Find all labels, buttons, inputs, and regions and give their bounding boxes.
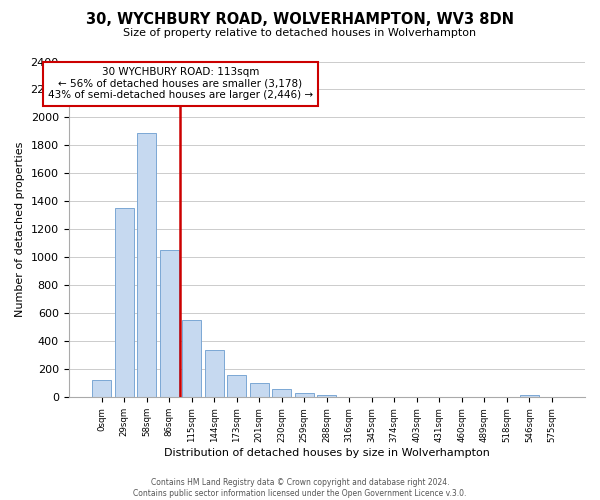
Bar bbox=[272, 389, 291, 398]
Y-axis label: Number of detached properties: Number of detached properties bbox=[15, 142, 25, 317]
Bar bbox=[362, 396, 382, 398]
Bar bbox=[182, 320, 201, 398]
Text: Size of property relative to detached houses in Wolverhampton: Size of property relative to detached ho… bbox=[124, 28, 476, 38]
Bar bbox=[205, 350, 224, 398]
Bar bbox=[227, 375, 246, 398]
Bar bbox=[520, 395, 539, 398]
X-axis label: Distribution of detached houses by size in Wolverhampton: Distribution of detached houses by size … bbox=[164, 448, 490, 458]
Bar bbox=[250, 382, 269, 398]
Bar bbox=[340, 396, 359, 398]
Text: 30 WYCHBURY ROAD: 113sqm
← 56% of detached houses are smaller (3,178)
43% of sem: 30 WYCHBURY ROAD: 113sqm ← 56% of detach… bbox=[48, 67, 313, 100]
Bar bbox=[317, 394, 337, 398]
Bar bbox=[160, 250, 179, 398]
Bar bbox=[295, 393, 314, 398]
Bar bbox=[115, 208, 134, 398]
Text: 30, WYCHBURY ROAD, WOLVERHAMPTON, WV3 8DN: 30, WYCHBURY ROAD, WOLVERHAMPTON, WV3 8D… bbox=[86, 12, 514, 28]
Bar bbox=[137, 133, 156, 398]
Bar bbox=[92, 380, 111, 398]
Text: Contains HM Land Registry data © Crown copyright and database right 2024.
Contai: Contains HM Land Registry data © Crown c… bbox=[133, 478, 467, 498]
